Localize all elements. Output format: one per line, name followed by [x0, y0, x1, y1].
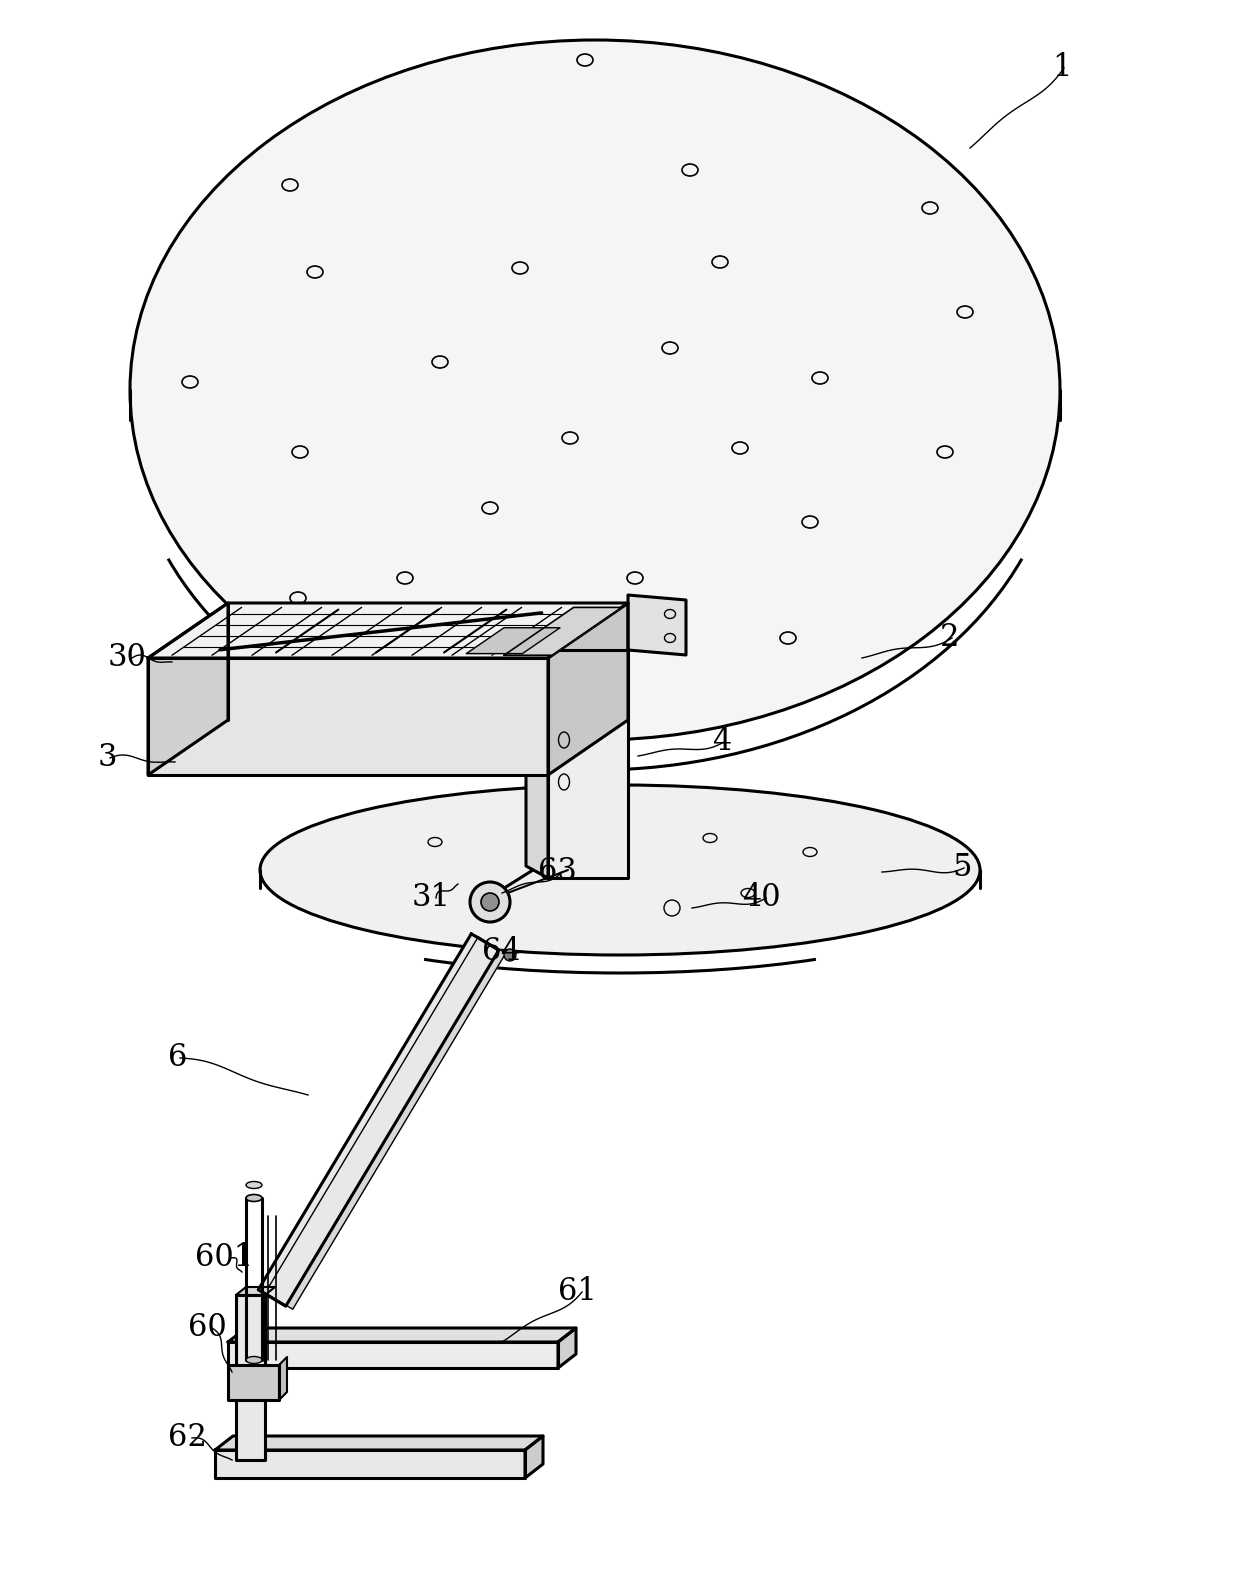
Text: 31: 31	[412, 882, 451, 914]
Polygon shape	[503, 607, 621, 655]
Polygon shape	[548, 650, 627, 878]
Polygon shape	[558, 1328, 577, 1367]
Ellipse shape	[246, 1356, 262, 1364]
Ellipse shape	[246, 1194, 262, 1202]
Polygon shape	[228, 1328, 577, 1342]
Text: 60: 60	[188, 1312, 227, 1344]
Polygon shape	[265, 937, 506, 1309]
Polygon shape	[148, 658, 548, 774]
Polygon shape	[148, 603, 627, 658]
Text: 40: 40	[742, 882, 781, 914]
Polygon shape	[215, 1450, 525, 1479]
Text: 61: 61	[558, 1277, 596, 1307]
Text: 63: 63	[538, 857, 577, 887]
Ellipse shape	[130, 40, 1060, 739]
Circle shape	[470, 882, 510, 922]
Text: 4: 4	[712, 727, 732, 757]
Text: 30: 30	[108, 642, 146, 674]
Polygon shape	[526, 634, 548, 878]
Polygon shape	[258, 933, 498, 1307]
Circle shape	[503, 949, 516, 960]
Text: 1: 1	[1052, 52, 1071, 84]
Text: 5: 5	[952, 852, 971, 884]
Polygon shape	[525, 1436, 543, 1479]
Polygon shape	[228, 1342, 558, 1367]
Polygon shape	[236, 1294, 265, 1460]
Text: 6: 6	[167, 1043, 187, 1073]
Ellipse shape	[246, 1181, 262, 1188]
Circle shape	[481, 894, 498, 911]
Polygon shape	[279, 1356, 286, 1401]
Polygon shape	[228, 1364, 279, 1401]
Text: 2: 2	[940, 623, 960, 653]
Polygon shape	[148, 603, 228, 774]
Text: 62: 62	[167, 1423, 207, 1453]
Text: 601: 601	[195, 1242, 253, 1274]
Polygon shape	[627, 595, 686, 655]
Polygon shape	[466, 628, 560, 653]
Polygon shape	[215, 1436, 543, 1450]
Text: 3: 3	[98, 743, 118, 773]
Ellipse shape	[260, 785, 980, 956]
Polygon shape	[548, 603, 627, 774]
Polygon shape	[236, 1286, 275, 1294]
Text: 64: 64	[482, 937, 521, 967]
